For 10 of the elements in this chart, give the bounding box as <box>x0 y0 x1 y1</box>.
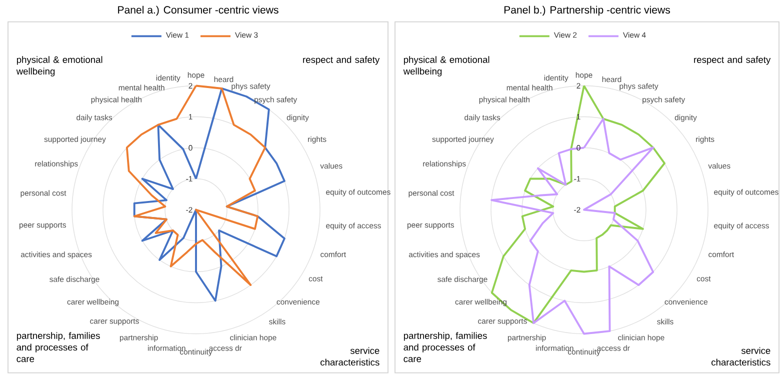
text: service characteristics <box>320 347 380 366</box>
text: partnership, families and processes of care <box>16 332 100 362</box>
chart-title: Panel a.) Consumer -centric views <box>118 6 278 16</box>
text: partnership, families and processes of care <box>404 332 487 362</box>
text: respect and safety <box>303 56 380 65</box>
text: respect and safety <box>694 56 771 65</box>
chart-title: Panel b.) Partnership -centric views <box>504 6 670 16</box>
text: physical & emotional wellbeing <box>403 56 490 77</box>
text: service characteristics <box>712 347 770 366</box>
text: physical & emotional wellbeing <box>16 56 102 77</box>
